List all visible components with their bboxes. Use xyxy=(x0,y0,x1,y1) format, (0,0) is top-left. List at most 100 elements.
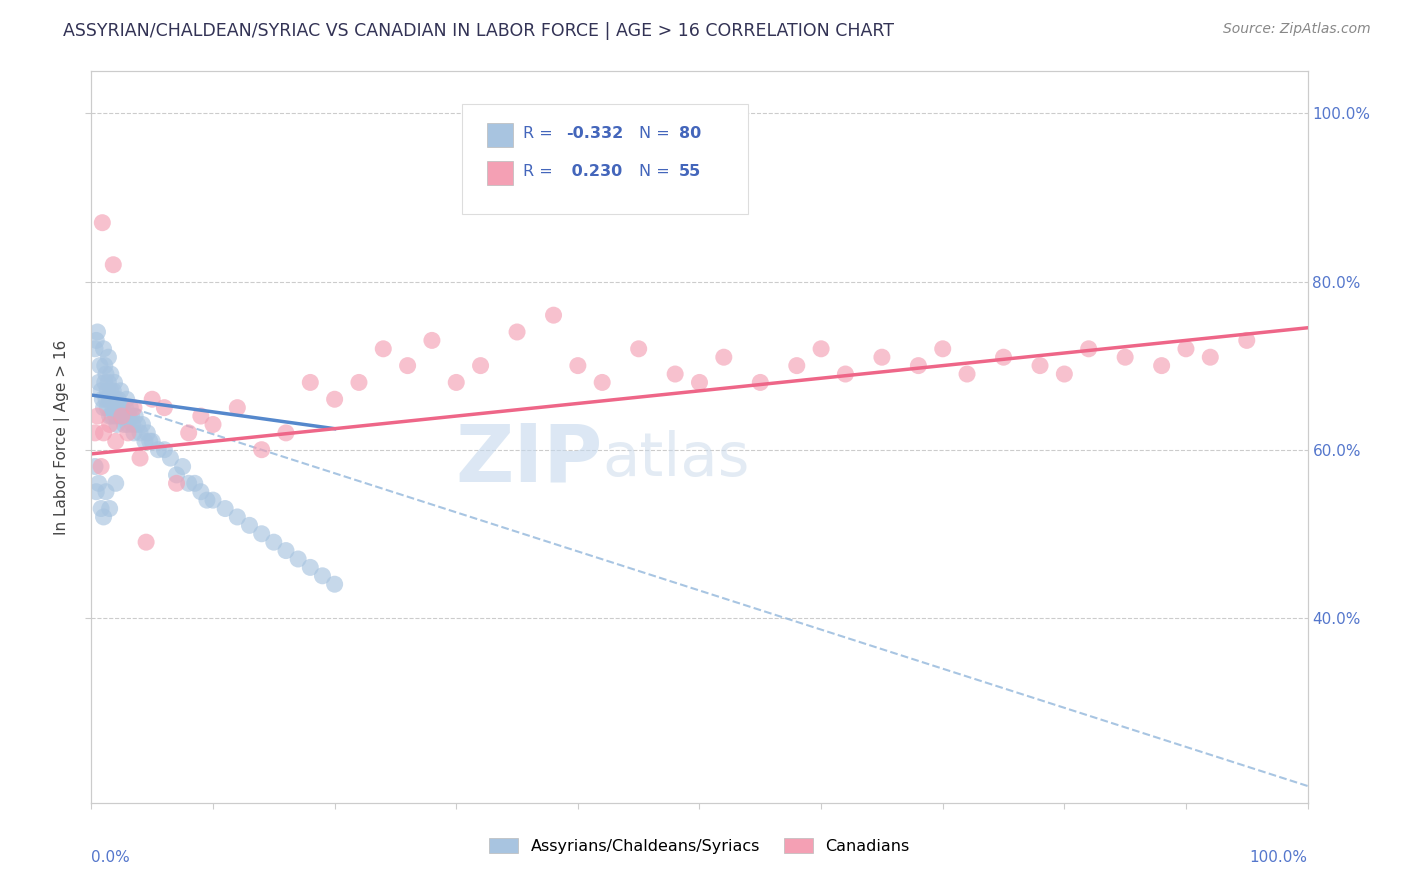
Point xyxy=(111,409,134,423)
Point xyxy=(177,476,200,491)
Point xyxy=(122,425,145,440)
Point xyxy=(786,359,808,373)
Point xyxy=(86,325,108,339)
Point xyxy=(98,501,121,516)
Point xyxy=(870,350,893,364)
Point xyxy=(287,552,309,566)
Point xyxy=(114,401,136,415)
Point xyxy=(299,376,322,390)
Point xyxy=(202,493,225,508)
Point xyxy=(121,409,143,423)
Point xyxy=(93,401,115,415)
Point xyxy=(111,401,134,415)
Point xyxy=(84,459,107,474)
Point xyxy=(567,359,589,373)
Point xyxy=(214,501,236,516)
Point xyxy=(90,384,112,398)
Point xyxy=(444,376,467,390)
Point xyxy=(226,510,249,524)
Point xyxy=(100,384,122,398)
Point xyxy=(1199,350,1222,364)
Text: N =: N = xyxy=(638,164,675,179)
Point xyxy=(124,409,146,423)
Point xyxy=(86,409,108,423)
Point xyxy=(115,392,138,407)
Point xyxy=(93,510,115,524)
Point xyxy=(139,434,162,449)
Point xyxy=(166,476,188,491)
Point xyxy=(834,367,856,381)
Text: 55: 55 xyxy=(679,164,702,179)
Point xyxy=(263,535,285,549)
Point xyxy=(135,535,157,549)
Point xyxy=(94,367,117,381)
Point xyxy=(1053,367,1076,381)
Point xyxy=(184,476,207,491)
Point xyxy=(131,417,153,432)
Point xyxy=(1150,359,1173,373)
Point xyxy=(153,401,176,415)
Point xyxy=(91,392,114,407)
Point xyxy=(172,459,194,474)
Point xyxy=(84,425,107,440)
Point xyxy=(90,459,112,474)
Point xyxy=(87,476,110,491)
Point xyxy=(94,376,117,390)
Point xyxy=(91,216,114,230)
Point xyxy=(94,484,117,499)
Point xyxy=(98,409,121,423)
Point xyxy=(347,376,370,390)
Text: R =: R = xyxy=(523,126,558,141)
Text: 80: 80 xyxy=(679,126,702,141)
Point xyxy=(166,467,188,482)
Legend: Assyrians/Chaldeans/Syriacs, Canadians: Assyrians/Chaldeans/Syriacs, Canadians xyxy=(482,831,917,861)
Text: Source: ZipAtlas.com: Source: ZipAtlas.com xyxy=(1223,22,1371,37)
Point xyxy=(84,334,107,348)
Point xyxy=(323,392,346,407)
Point xyxy=(121,417,143,432)
Point xyxy=(89,359,111,373)
Point xyxy=(420,334,443,348)
Point xyxy=(103,384,125,398)
Point xyxy=(111,409,134,423)
Point xyxy=(94,392,117,407)
Point xyxy=(103,401,125,415)
Point xyxy=(153,442,176,457)
Point xyxy=(1236,334,1258,348)
Point xyxy=(110,384,132,398)
Point xyxy=(1114,350,1136,364)
Bar xyxy=(486,161,513,185)
Point xyxy=(1077,342,1099,356)
Point xyxy=(713,350,735,364)
Point xyxy=(122,401,145,415)
Point xyxy=(956,367,979,381)
Point xyxy=(810,342,832,356)
FancyBboxPatch shape xyxy=(463,104,748,214)
Point xyxy=(1175,342,1198,356)
Point xyxy=(159,451,181,466)
Text: 100.0%: 100.0% xyxy=(1250,850,1308,865)
Point xyxy=(84,342,107,356)
Point xyxy=(396,359,419,373)
Point xyxy=(101,409,124,423)
Point xyxy=(101,392,124,407)
Point xyxy=(323,577,346,591)
Point xyxy=(148,442,170,457)
Point xyxy=(120,401,142,415)
Point xyxy=(195,493,218,508)
Text: ASSYRIAN/CHALDEAN/SYRIAC VS CANADIAN IN LABOR FORCE | AGE > 16 CORRELATION CHART: ASSYRIAN/CHALDEAN/SYRIAC VS CANADIAN IN … xyxy=(63,22,894,40)
Point xyxy=(87,376,110,390)
Point xyxy=(93,425,115,440)
Point xyxy=(274,425,297,440)
Point xyxy=(627,342,650,356)
Point xyxy=(993,350,1015,364)
Text: atlas: atlas xyxy=(602,430,749,489)
Point xyxy=(97,376,120,390)
Point xyxy=(299,560,322,574)
Point xyxy=(117,425,139,440)
Point xyxy=(117,417,139,432)
Point xyxy=(190,409,212,423)
Point xyxy=(96,384,118,398)
Point xyxy=(90,501,112,516)
Point xyxy=(97,350,120,364)
